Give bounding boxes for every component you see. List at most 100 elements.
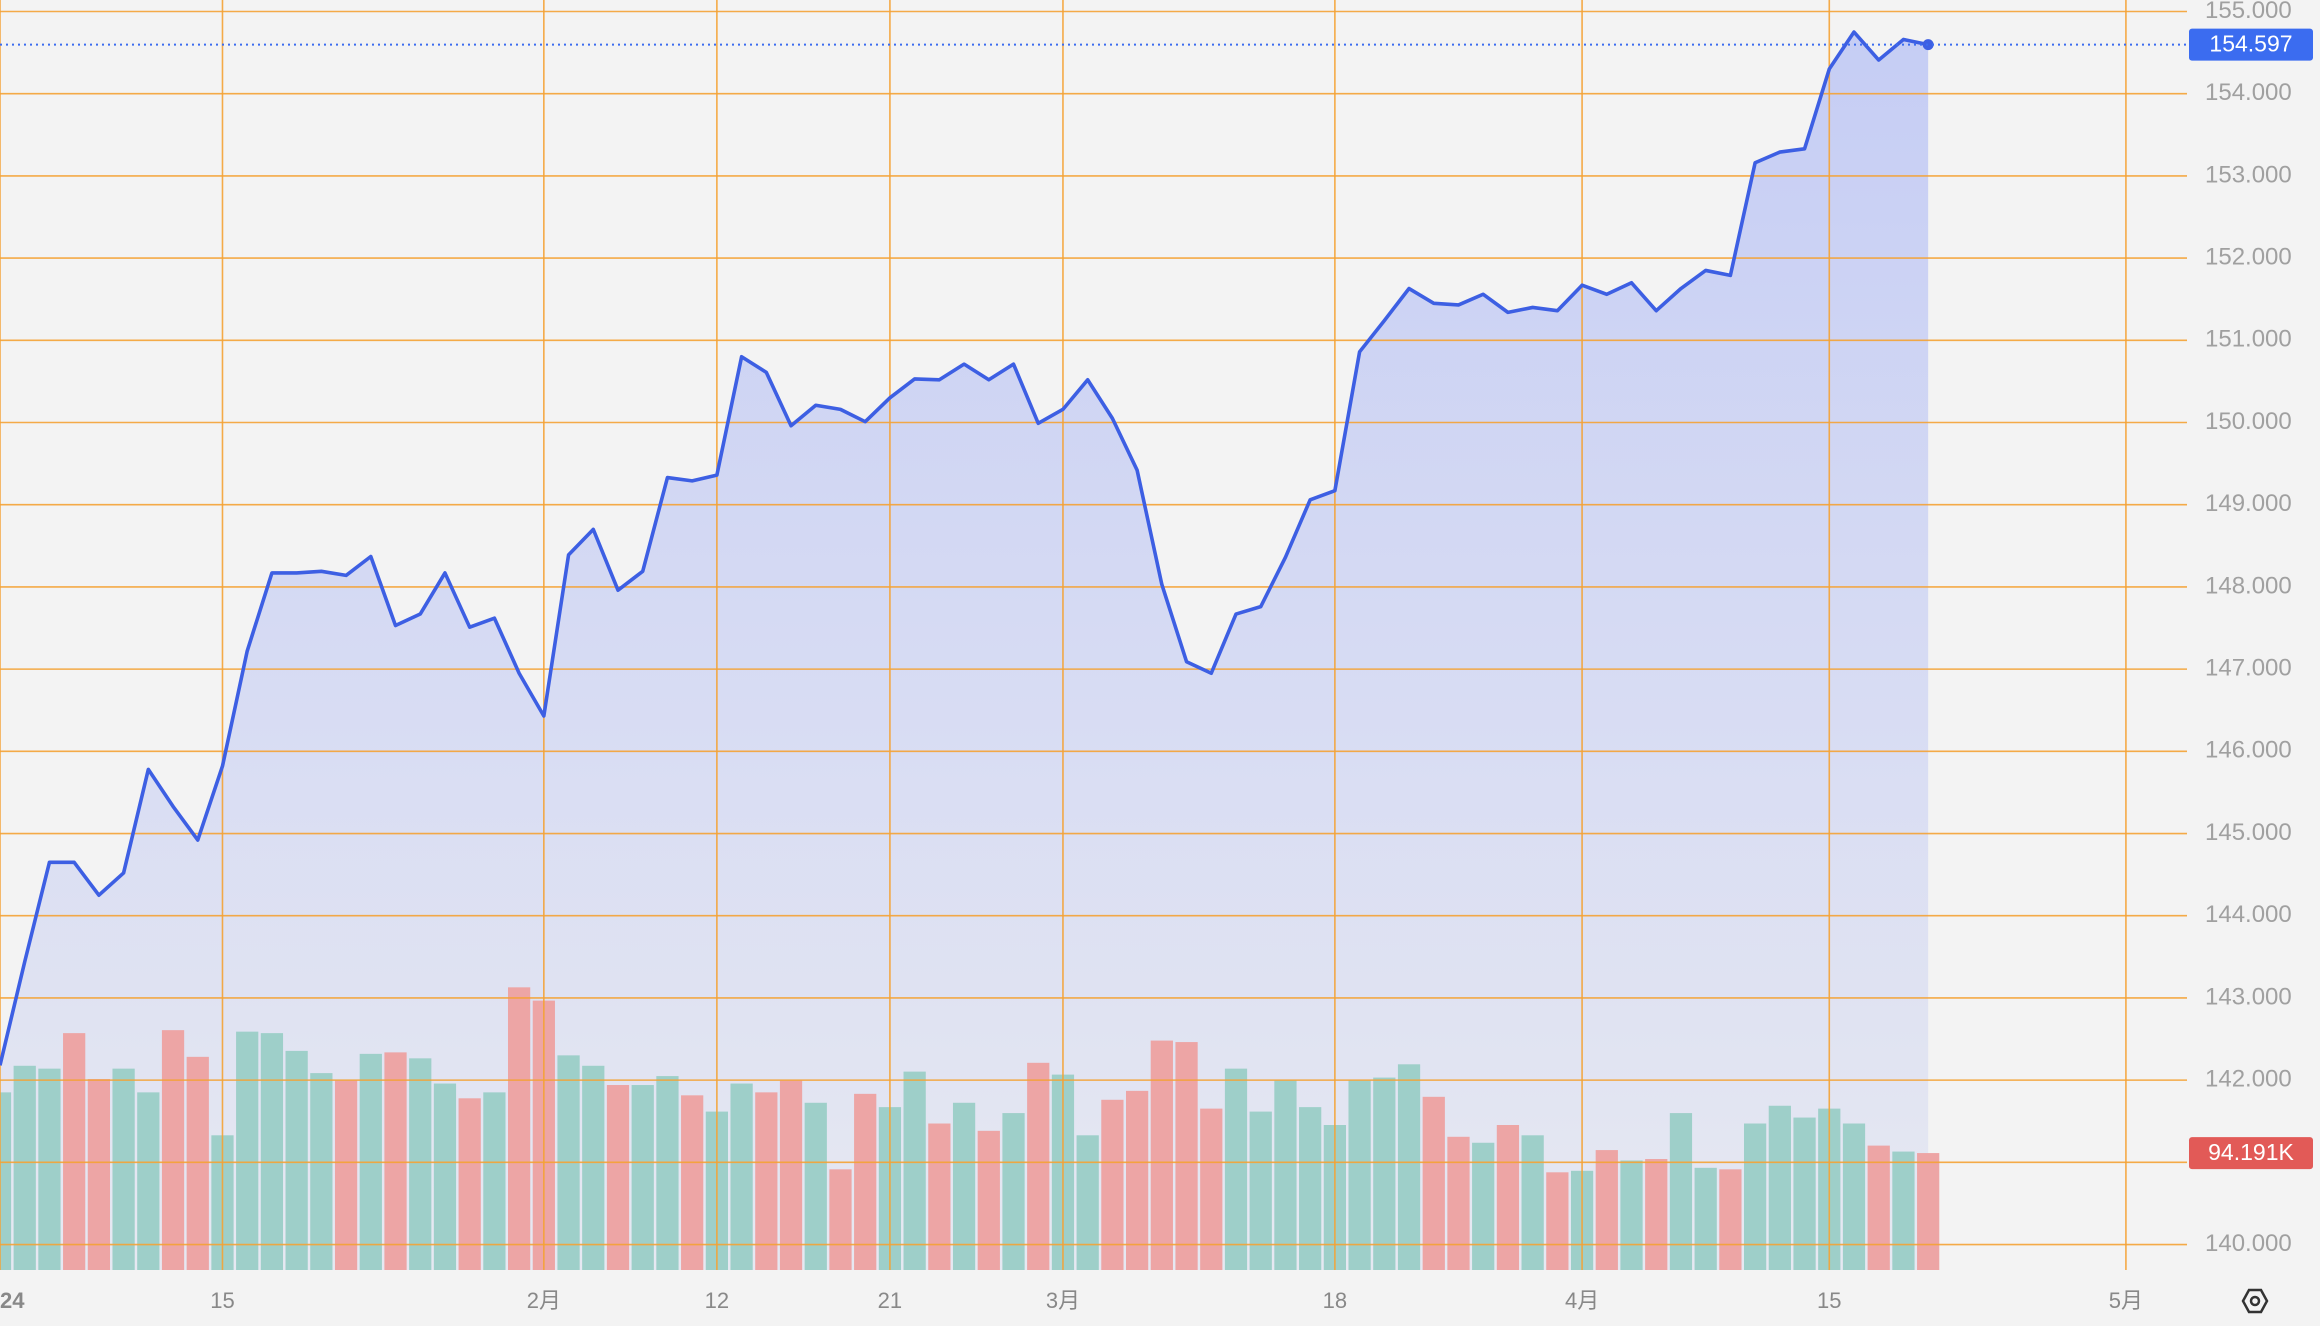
x-tick-label: 5月 [2109, 1288, 2143, 1313]
volume-bar [1348, 1080, 1371, 1270]
x-tick-label: 21 [878, 1288, 902, 1313]
volume-bar [1125, 1090, 1149, 1270]
volume-bar [161, 1030, 185, 1270]
line-layer [0, 30, 2187, 1066]
volume-bar [334, 1080, 358, 1270]
price-line [0, 30, 1929, 1066]
y-tick-label: 148.000 [2205, 572, 2292, 599]
volume-bar [681, 1095, 704, 1270]
volume-bar [1200, 1108, 1223, 1270]
volume-bar [1546, 1172, 1569, 1270]
volume-bar [1694, 1167, 1717, 1270]
volume-bar [804, 1102, 827, 1270]
volume-bar [854, 1093, 877, 1270]
value-badge-label: 94.191K [2208, 1139, 2294, 1165]
volume-bar [1397, 1064, 1421, 1270]
volume-bar [977, 1130, 1000, 1270]
volume-bar [260, 1033, 284, 1270]
volume-bar [1793, 1117, 1816, 1270]
value-badge-label: 154.597 [2209, 31, 2292, 57]
volume-bar [507, 987, 531, 1270]
volume-bar [1521, 1135, 1544, 1270]
volume-bar [1669, 1113, 1693, 1270]
volume-bar [458, 1098, 481, 1270]
volume-bar [285, 1050, 308, 1270]
volume-bar [1595, 1150, 1618, 1270]
volume-bar [779, 1080, 803, 1270]
volume-bar [952, 1102, 976, 1270]
volume-bar [1719, 1169, 1742, 1270]
volume-bar [1422, 1096, 1445, 1270]
volume-bar [433, 1083, 457, 1270]
area-layer [0, 32, 1929, 1270]
volume-bar [1249, 1111, 1272, 1270]
value-badge [2189, 1137, 2313, 1170]
volume-bar [829, 1169, 852, 1270]
volume-bar [631, 1085, 654, 1270]
y-tick-label: 140.000 [2205, 1230, 2292, 1257]
volume-bar [1496, 1124, 1520, 1270]
x-tick-label: 3月 [1046, 1288, 1080, 1313]
y-tick-label: 155.000 [2205, 0, 2292, 24]
volume-bar [1620, 1160, 1643, 1270]
x-tick-label: 15 [1817, 1288, 1841, 1313]
volume-bar [1101, 1099, 1124, 1270]
volume-bar [606, 1085, 630, 1270]
volume-bar [186, 1056, 209, 1270]
grid-layer [0, 0, 2187, 1270]
volume-bar [1472, 1142, 1495, 1270]
volume-bar [1027, 1062, 1050, 1270]
y-tick-label: 144.000 [2205, 901, 2292, 928]
volume-bar [63, 1033, 86, 1270]
area-fill [0, 32, 1929, 1270]
volume-bar [409, 1058, 432, 1270]
volume-bar [928, 1123, 951, 1270]
volume-bar [1274, 1080, 1297, 1270]
volume-bar [1892, 1151, 1915, 1270]
volume-bar [310, 1073, 333, 1270]
y-tick-label: 146.000 [2205, 737, 2292, 764]
y-tick-label: 143.000 [2205, 983, 2292, 1010]
volume-bar [656, 1076, 679, 1270]
x-tick-label: 18 [1323, 1288, 1347, 1313]
y-tick-label: 149.000 [2205, 490, 2292, 517]
x-tick-label: 12 [705, 1288, 729, 1313]
volume-bar [1373, 1077, 1396, 1270]
volume-bar [1768, 1105, 1791, 1270]
volume-bar [582, 1065, 605, 1270]
volume-bar [87, 1079, 111, 1270]
volume-bar [1002, 1113, 1025, 1270]
volume-bar [755, 1092, 778, 1270]
y-tick-label: 151.000 [2205, 326, 2292, 353]
value-badge [2189, 28, 2313, 61]
y-tick-label: 152.000 [2205, 243, 2292, 270]
y-tick-label: 142.000 [2205, 1065, 2292, 1092]
x-tick-label: 24 [0, 1288, 25, 1313]
volume-bar [1917, 1153, 1940, 1270]
volume-bar [1447, 1136, 1470, 1270]
volume-bar [903, 1071, 926, 1270]
y-tick-label: 145.000 [2205, 819, 2292, 846]
settings-icon[interactable] [2241, 1288, 2269, 1314]
volume-bar [730, 1083, 753, 1270]
y-tick-label: 147.000 [2205, 654, 2292, 681]
x-tick-label: 2月 [527, 1288, 561, 1313]
volume-bar [1076, 1135, 1099, 1270]
volume-bar [483, 1092, 506, 1270]
volume-bar [1175, 1042, 1198, 1270]
volume-bar [112, 1068, 135, 1270]
volume-bar [384, 1052, 407, 1270]
volume-bar [1299, 1107, 1322, 1270]
x-tick-label: 4月 [1565, 1288, 1599, 1313]
volume-bar [1224, 1068, 1248, 1270]
volume-bar [38, 1068, 61, 1270]
volume-bar [0, 1092, 12, 1270]
volume-bar [1867, 1145, 1890, 1270]
y-tick-label: 150.000 [2205, 408, 2292, 435]
y-tick-label: 154.000 [2205, 79, 2292, 106]
volume-bar [137, 1092, 160, 1270]
last-point [1922, 39, 1934, 51]
